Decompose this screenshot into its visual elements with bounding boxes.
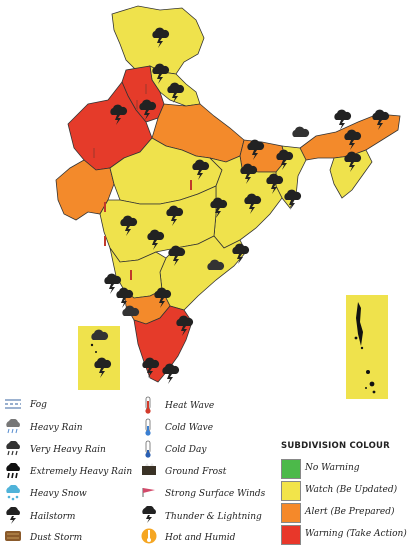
dust-storm-icon: [5, 531, 21, 541]
legend-label: Thunder & Lightning: [165, 512, 262, 522]
heat-wave-icon: [145, 396, 151, 414]
cold-day-icon: [145, 440, 151, 458]
region-jammu-kashmir: [111, 5, 205, 75]
legend-label: Hot and Humid: [165, 533, 236, 543]
ground-frost-icon: [142, 463, 156, 475]
heavy-snow-icon: [6, 485, 20, 501]
swatch-watch: [281, 481, 301, 501]
india-warning-map: [55, 5, 401, 399]
cold-wave-icon: [145, 418, 151, 436]
very-heavy-rain-icon: [6, 441, 20, 456]
swatch-label-watch: Watch (Be Updated): [305, 485, 398, 495]
strong-winds-icon: [142, 488, 155, 497]
swatch-alert: [281, 503, 301, 523]
legend-label: Cold Wave: [165, 423, 214, 433]
swatch-label-warning: Warning (Take Action): [305, 529, 407, 539]
hot-humid-icon: [141, 528, 157, 544]
legend-label: Strong Surface Winds: [165, 489, 266, 499]
legend-label: Very Heavy Rain: [30, 445, 106, 455]
legend-label: Cold Day: [165, 445, 207, 455]
extremely-heavy-rain-icon: [6, 463, 20, 479]
fog-icon: [5, 399, 21, 409]
region-west-bengal: [275, 145, 307, 209]
legend-label: Fog: [30, 400, 47, 410]
legend-label: Hailstorm: [30, 512, 76, 522]
legend-label: Heavy Snow: [30, 489, 87, 499]
legend-label: Ground Frost: [165, 467, 227, 477]
region-karnataka: [109, 247, 167, 299]
swatch-label-alert: Alert (Be Prepared): [305, 507, 395, 517]
hailstorm-icon: [6, 507, 20, 524]
inset-andaman: [346, 295, 388, 399]
swatch-label-no-warning: No Warning: [305, 463, 360, 473]
region-northeast-south: [329, 149, 373, 199]
swatch-no-warning: [281, 459, 301, 479]
swatch-warning: [281, 525, 301, 545]
thunder-lightning-icon: [142, 506, 156, 523]
legend-label: Heavy Rain: [30, 423, 83, 433]
subdivision-title: SUBDIVISION COLOUR: [281, 441, 390, 451]
heavy-rain-icon: [6, 419, 20, 434]
legend-label: Dust Storm: [30, 533, 83, 543]
legend-label: Extremely Heavy Rain: [30, 467, 133, 477]
legend-label: Heat Wave: [165, 401, 215, 411]
